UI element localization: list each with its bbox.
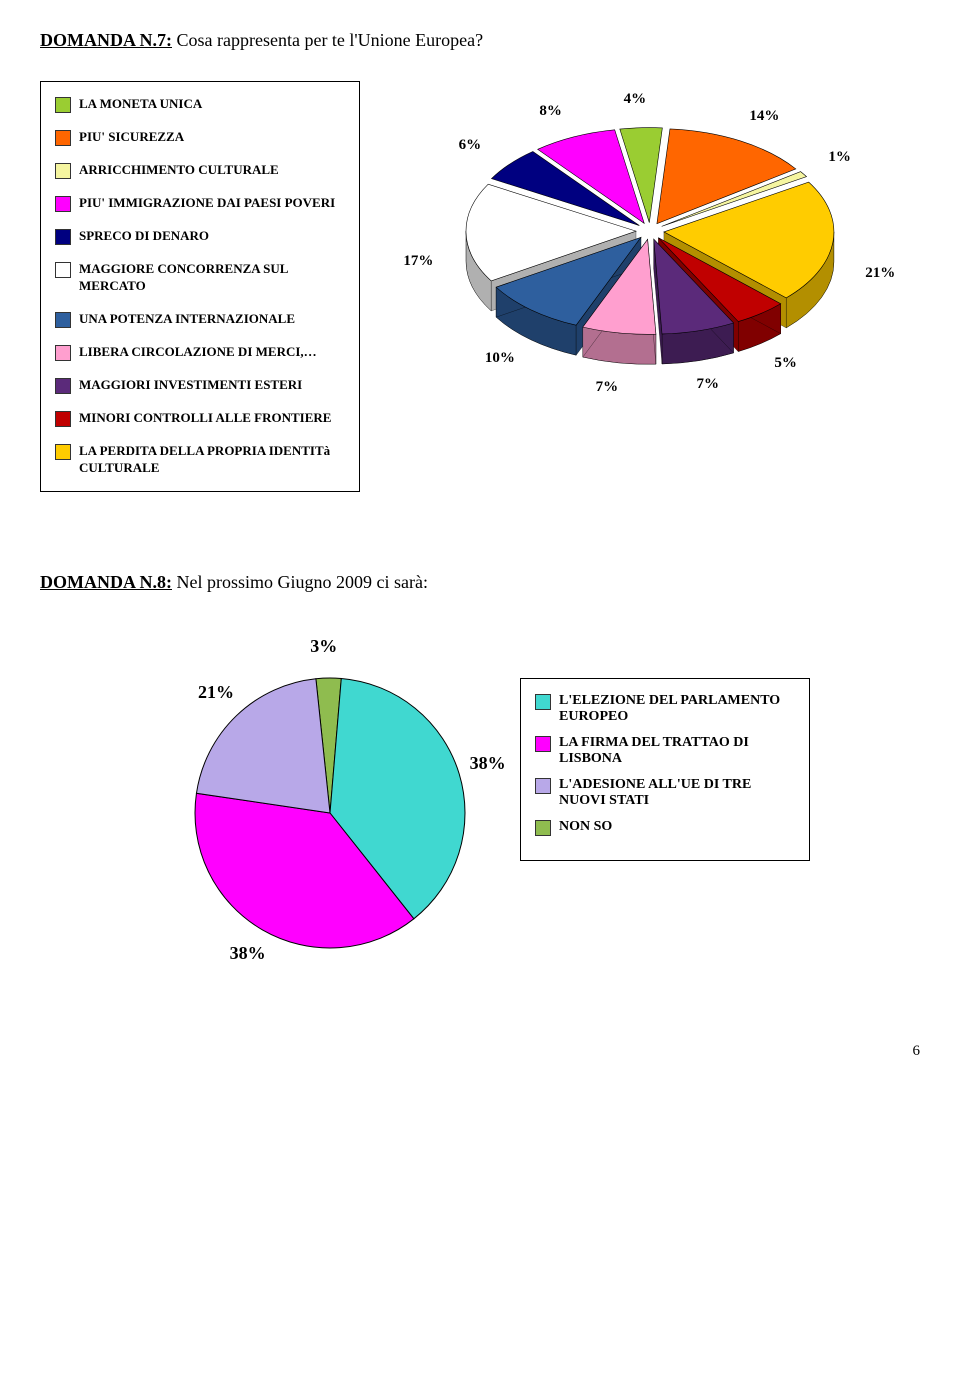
legend-item: PIU' SICUREZZA (55, 129, 345, 146)
legend-item: PIU' IMMIGRAZIONE DAI PAESI POVERI (55, 195, 345, 212)
legend-label: MINORI CONTROLLI ALLE FRONTIERE (79, 410, 331, 427)
legend-label: PIU' IMMIGRAZIONE DAI PAESI POVERI (79, 195, 335, 212)
swatch (535, 820, 551, 836)
legend-item: MAGGIORE CONCORRENZA SUL MERCATO (55, 261, 345, 295)
swatch (55, 345, 71, 361)
legend-label: MAGGIORE CONCORRENZA SUL MERCATO (79, 261, 345, 295)
swatch (55, 312, 71, 328)
legend-item: LA PERDITA DELLA PROPRIA IDENTITà CULTUR… (55, 443, 345, 477)
legend-item: MAGGIORI INVESTIMENTI ESTERI (55, 377, 345, 394)
slice-label: 17% (403, 253, 433, 270)
legend-label: LA FIRMA DEL TRATTAO DI LISBONA (559, 735, 795, 767)
q8-legend: L'ELEZIONE DEL PARLAMENTO EUROPEO LA FIR… (520, 678, 810, 861)
legend-label: L'ADESIONE ALL'UE DI TRE NUOVI STATI (559, 777, 795, 809)
q7-heading: DOMANDA N.7: Cosa rappresenta per te l'U… (40, 30, 920, 51)
legend-item: L'ADESIONE ALL'UE DI TRE NUOVI STATI (535, 777, 795, 809)
legend-label: MAGGIORI INVESTIMENTI ESTERI (79, 377, 302, 394)
swatch (55, 229, 71, 245)
swatch (535, 778, 551, 794)
q8-heading-text: Nel prossimo Giugno 2009 ci sarà: (172, 572, 428, 592)
q7-row: LA MONETA UNICA PIU' SICUREZZA ARRICCHIM… (40, 81, 920, 492)
legend-label: PIU' SICUREZZA (79, 129, 184, 146)
swatch (55, 411, 71, 427)
q7-heading-label: DOMANDA N.7: (40, 30, 172, 50)
legend-item: L'ELEZIONE DEL PARLAMENTO EUROPEO (535, 693, 795, 725)
legend-item: ARRICCHIMENTO CULTURALE (55, 162, 345, 179)
slice-label: 5% (774, 355, 797, 372)
legend-label: UNA POTENZA INTERNAZIONALE (79, 311, 295, 328)
slice-label: 14% (749, 108, 779, 125)
legend-label: LIBERA CIRCOLAZIONE DI MERCI,… (79, 344, 317, 361)
legend-label: LA PERDITA DELLA PROPRIA IDENTITà CULTUR… (79, 443, 345, 477)
legend-item: LA FIRMA DEL TRATTAO DI LISBONA (535, 735, 795, 767)
q8-heading: DOMANDA N.8: Nel prossimo Giugno 2009 ci… (40, 572, 920, 593)
legend-label: SPRECO DI DENARO (79, 228, 209, 245)
slice-label: 7% (697, 376, 720, 393)
q8-heading-label: DOMANDA N.8: (40, 572, 172, 592)
slice-label: 38% (230, 943, 266, 964)
swatch (55, 262, 71, 278)
slice-label: 7% (596, 379, 619, 396)
slice-label: 21% (198, 682, 234, 703)
legend-item: SPRECO DI DENARO (55, 228, 345, 245)
q8-row: 3% 38% 38% 21% L'ELEZIONE DEL PARLAMENTO EU… (160, 623, 920, 1003)
q7-pie-svg (380, 81, 920, 421)
swatch (535, 736, 551, 752)
legend-item: MINORI CONTROLLI ALLE FRONTIERE (55, 410, 345, 427)
legend-item: LA MONETA UNICA (55, 96, 345, 113)
swatch (55, 97, 71, 113)
swatch (535, 694, 551, 710)
slice-label: 1% (828, 149, 851, 166)
q8-chart: 3%38%38%21% (160, 623, 500, 1003)
swatch (55, 378, 71, 394)
slice-label: 38% (470, 753, 506, 774)
slice-label: 21% (865, 265, 895, 282)
q7-heading-text: Cosa rappresenta per te l'Unione Europea… (172, 30, 483, 50)
legend-item: NON SO (535, 819, 795, 836)
q7-chart: 4% 14% 1% 21% 5% 7% 7% 10% 17% 6% 8% (380, 81, 920, 441)
slice-label: 3% (310, 636, 337, 657)
slice-label: 8% (539, 103, 562, 120)
q8-pie-svg (160, 623, 500, 1003)
slice-label: 6% (459, 137, 482, 154)
swatch (55, 196, 71, 212)
slice-label: 10% (485, 350, 515, 367)
legend-label: LA MONETA UNICA (79, 96, 202, 113)
legend-item: UNA POTENZA INTERNAZIONALE (55, 311, 345, 328)
legend-item: LIBERA CIRCOLAZIONE DI MERCI,… (55, 344, 345, 361)
legend-label: L'ELEZIONE DEL PARLAMENTO EUROPEO (559, 693, 795, 725)
swatch (55, 163, 71, 179)
swatch (55, 130, 71, 146)
q7-legend: LA MONETA UNICA PIU' SICUREZZA ARRICCHIM… (40, 81, 360, 492)
swatch (55, 444, 71, 460)
page-number: 6 (40, 1043, 920, 1060)
legend-label: NON SO (559, 819, 612, 835)
slice-label: 4% (624, 91, 647, 108)
legend-label: ARRICCHIMENTO CULTURALE (79, 162, 279, 179)
